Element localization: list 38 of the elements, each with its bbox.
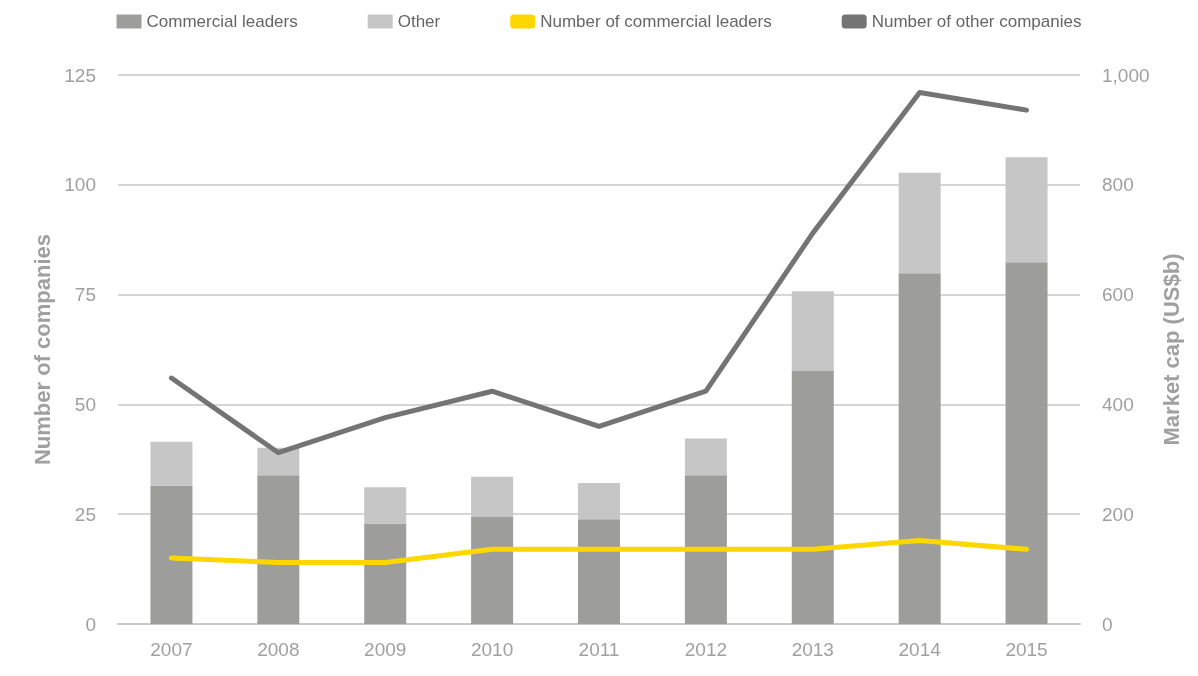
y2-tick-label: 1,000	[1102, 64, 1150, 86]
bar	[578, 519, 620, 624]
y-tick-label: 0	[85, 613, 96, 635]
y-tick-label: 100	[64, 174, 96, 196]
x-tick-label: 2014	[898, 639, 942, 660]
x-tick-label: 2011	[578, 639, 620, 660]
x-tick-label: 2015	[1005, 639, 1048, 660]
x-tick-label: 2010	[470, 639, 514, 660]
legend-label: Number of other companies	[871, 12, 1082, 31]
bar	[1005, 262, 1048, 624]
x-tick-label: 2007	[150, 639, 193, 660]
y-tick-label: 75	[74, 284, 96, 306]
x-tick-label: 2013	[791, 639, 834, 660]
bar	[898, 273, 941, 624]
bar	[791, 370, 834, 624]
y2-tick-label: 0	[1102, 613, 1113, 635]
y2-tick-label: 600	[1102, 284, 1134, 306]
bar	[257, 475, 300, 624]
y2-tick-label: 400	[1102, 393, 1134, 415]
x-tick-label: 2012	[684, 639, 728, 660]
legend-label: Number of commercial leaders	[540, 12, 772, 31]
y2-axis-title: Market cap (US$b)	[1158, 253, 1184, 446]
y-tick-label: 125	[64, 64, 96, 86]
legend-label: Commercial leaders	[146, 12, 298, 31]
y2-tick-label: 800	[1102, 174, 1134, 196]
y-axis-title: Number of companies	[29, 233, 55, 466]
bar	[150, 441, 193, 486]
x-tick-label: 2009	[364, 639, 407, 660]
y-tick-label: 25	[74, 503, 96, 525]
bar	[471, 516, 514, 624]
x-tick-label: 2008	[257, 639, 300, 660]
y2-tick-label: 200	[1102, 503, 1134, 525]
bar	[684, 438, 727, 476]
bar	[684, 475, 727, 624]
legend-label: Other	[397, 12, 441, 31]
y-tick-label: 50	[74, 393, 96, 415]
bar	[364, 523, 407, 624]
bar	[150, 485, 193, 624]
